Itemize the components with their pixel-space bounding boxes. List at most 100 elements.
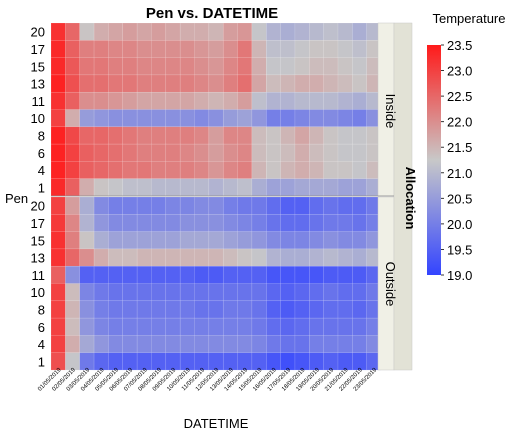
heatmap-cell: [323, 317, 339, 336]
heatmap-cell: [222, 300, 238, 319]
heatmap-cell: [280, 214, 296, 232]
heatmap-cell: [93, 265, 109, 284]
colorbar-title: Temperature: [433, 11, 506, 26]
heatmap-cell: [50, 109, 66, 128]
colorbar-tick-label: 21.0: [447, 166, 472, 181]
heatmap-cell: [194, 335, 210, 353]
heatmap-cell: [136, 231, 152, 250]
heatmap-cell: [179, 143, 195, 162]
heatmap-cell: [323, 40, 339, 58]
heatmap-cell: [352, 283, 368, 302]
heatmap-cell: [151, 178, 167, 197]
heatmap-cell: [79, 40, 95, 58]
heatmap-cell: [65, 335, 80, 353]
heatmap-cell: [136, 196, 152, 215]
heatmap-cell: [266, 91, 281, 110]
heatmap-cell: [179, 300, 195, 319]
heatmap-cell: [309, 126, 324, 145]
heatmap-cell: [280, 283, 296, 302]
heatmap-cell: [323, 178, 339, 197]
heatmap-cell: [79, 22, 95, 41]
heatmap-cell: [280, 317, 296, 336]
heatmap-cell: [208, 22, 224, 41]
colorbar-tick-label: 22.0: [447, 115, 472, 130]
heatmap-cell: [108, 231, 124, 250]
heatmap-cell: [136, 283, 152, 302]
heatmap-cell: [237, 283, 253, 302]
heatmap-cell: [309, 283, 324, 302]
heatmap-cell: [108, 248, 124, 267]
heatmap-cell: [222, 109, 238, 128]
heatmap-cell: [179, 74, 195, 93]
heatmap-cell: [323, 300, 339, 319]
heatmap-cell: [337, 335, 353, 353]
heatmap-cell: [237, 214, 253, 232]
heatmap-cell: [352, 40, 368, 58]
heatmap-cell: [165, 22, 181, 41]
heatmap-cell: [309, 161, 324, 179]
heatmap-cell: [93, 335, 109, 353]
heatmap-cell: [108, 178, 124, 197]
heatmap-cell: [294, 126, 310, 145]
heatmap-cell: [222, 265, 238, 284]
heatmap-cell: [222, 143, 238, 162]
heatmap-cell: [108, 300, 124, 319]
heatmap-cell: [352, 317, 368, 336]
heatmap-cell: [309, 214, 324, 232]
heatmap-cell: [323, 22, 339, 41]
heatmap-cell: [237, 22, 253, 41]
heatmap-cell: [50, 196, 66, 215]
heatmap-cell: [50, 300, 66, 319]
heatmap-cell: [194, 22, 210, 41]
heatmap-cell: [194, 317, 210, 336]
heatmap-cell: [151, 265, 167, 284]
heatmap-cell: [179, 248, 195, 267]
heatmap-cell: [194, 300, 210, 319]
chart-title: Pen vs. DATETIME: [146, 5, 278, 22]
heatmap-cell: [194, 91, 210, 110]
heatmap-cell: [337, 126, 353, 145]
heatmap-cell: [251, 231, 267, 250]
heatmap-cell: [136, 22, 152, 41]
panel-outside: [50, 196, 382, 371]
heatmap-cell: [266, 283, 281, 302]
y-tick-label: 13: [31, 77, 45, 92]
heatmap-cell: [50, 91, 66, 110]
heatmap-cell: [222, 178, 238, 197]
heatmap-cell: [309, 335, 324, 353]
heatmap-cell: [50, 231, 66, 250]
heatmap-cell: [122, 143, 138, 162]
heatmap-cell: [294, 196, 310, 215]
heatmap-cell: [309, 91, 324, 110]
heatmap-cell: [323, 335, 339, 353]
y-tick-label: 13: [31, 251, 45, 266]
heatmap-cell: [50, 161, 66, 179]
y-tick-label: 8: [38, 129, 45, 144]
heatmap-cell: [179, 196, 195, 215]
heatmap-cell: [151, 248, 167, 267]
heatmap-cell: [122, 126, 138, 145]
heatmap-cell: [194, 265, 210, 284]
heatmap-cell: [136, 214, 152, 232]
heatmap-cell: [93, 91, 109, 110]
heatmap-cell: [294, 161, 310, 179]
heatmap-cell: [352, 178, 368, 197]
y-tick-label: 15: [31, 59, 45, 74]
heatmap-cell: [151, 231, 167, 250]
heatmap-cell: [93, 196, 109, 215]
heatmap-cell: [108, 40, 124, 58]
heatmap-cell: [309, 57, 324, 76]
heatmap-cell: [337, 196, 353, 215]
heatmap-cell: [122, 178, 138, 197]
heatmap-cell: [208, 248, 224, 267]
heatmap-cell: [194, 283, 210, 302]
heatmap-cell: [165, 231, 181, 250]
heatmap-cell: [251, 57, 267, 76]
heatmap-cell: [309, 231, 324, 250]
heatmap-cell: [208, 283, 224, 302]
heatmap-cell: [222, 214, 238, 232]
heatmap-cell: [136, 126, 152, 145]
heatmap-cell: [208, 143, 224, 162]
heatmap-cell: [108, 335, 124, 353]
